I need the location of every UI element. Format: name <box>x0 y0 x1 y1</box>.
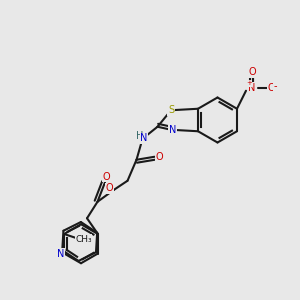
Text: H: H <box>136 131 144 141</box>
Text: -: - <box>274 82 277 92</box>
Text: O: O <box>155 152 163 162</box>
Text: N: N <box>140 133 148 143</box>
Text: O: O <box>249 67 256 77</box>
Text: O: O <box>103 172 110 182</box>
Text: N: N <box>169 125 176 135</box>
Text: +: + <box>246 80 252 86</box>
Text: N: N <box>57 248 64 259</box>
Text: O: O <box>267 83 275 93</box>
Text: N: N <box>248 83 256 93</box>
Text: S: S <box>168 105 174 115</box>
Text: CH₃: CH₃ <box>75 235 92 244</box>
Text: O: O <box>106 183 113 193</box>
